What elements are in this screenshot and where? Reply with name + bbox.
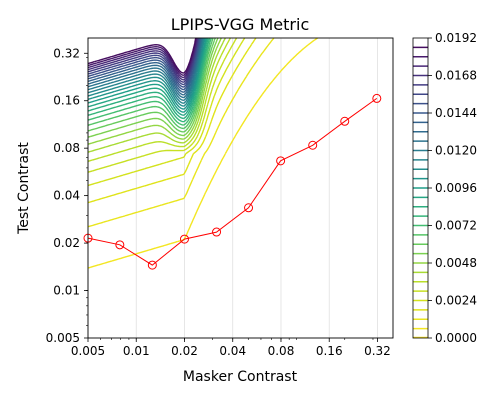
contour-level-17: [88, 37, 205, 107]
colorbar-tick-label: 0.0120: [435, 144, 477, 158]
x-tick-label: 0.08: [268, 344, 295, 358]
contour-level-5: [87, 37, 231, 162]
y-tick-label: 0.08: [53, 141, 80, 155]
x-tick-label: 0.005: [71, 344, 105, 358]
threshold-point: [179, 234, 189, 244]
contour-level-7: [87, 37, 222, 145]
threshold-point: [147, 260, 157, 270]
contour-level-2: [87, 37, 257, 204]
contour-level-8: [87, 37, 219, 138]
colorbar-tick-label: 0.0072: [435, 219, 477, 233]
threshold-line: [87, 97, 378, 266]
axes: 0.005 0.01 0.02 0.04 0.08 0.16 0.32 0.005 0.01 0.…: [46, 37, 394, 358]
y-axis-label: Test Contrast: [16, 142, 32, 235]
threshold-point: [276, 156, 286, 166]
contour-level-15: [87, 37, 207, 113]
colorbar-tick-label: 0.0000: [435, 331, 477, 345]
colorbar-tick-label: 0.0024: [435, 294, 477, 308]
colorbar-tick-label: 0.0096: [435, 181, 477, 195]
contour-level-14: [87, 37, 208, 116]
contour-level-4: [87, 37, 238, 173]
x-tick-label: 0.16: [316, 344, 343, 358]
x-tick-label: 0.04: [219, 344, 246, 358]
contour-level-16: [87, 37, 206, 110]
x-tick-label: 0.32: [364, 344, 391, 358]
y-tick-label: 0.01: [53, 284, 80, 298]
threshold-point: [372, 93, 382, 103]
contour-level-9: [87, 37, 216, 133]
contour-level-0: [87, 37, 319, 269]
threshold-point: [115, 240, 125, 250]
x-tick-label: 0.02: [171, 344, 198, 358]
y-tick-label: 0.16: [53, 94, 80, 108]
x-tick-label: 0.01: [123, 344, 150, 358]
threshold-point: [308, 140, 318, 150]
threshold-point: [340, 116, 350, 126]
contour-level-20: [87, 37, 203, 99]
contour-lines: [87, 37, 319, 269]
contour-level-6: [87, 37, 226, 153]
contour-level-30: [87, 37, 197, 74]
y-tick-label: 0.005: [46, 331, 80, 345]
colorbar: 0.0000 0.0024 0.0048 0.0072 0.0096 0.0120 0.01…: [412, 31, 477, 345]
y-tick-label: 0.02: [53, 236, 80, 250]
y-tick-label: 0.04: [53, 189, 80, 203]
contour-level-12: [87, 37, 211, 123]
contour-level-18: [87, 37, 204, 104]
chart-title: LPIPS-VGG Metric: [171, 15, 310, 34]
threshold-point: [244, 203, 254, 213]
threshold-point: [212, 227, 222, 237]
contour-level-11: [87, 37, 212, 126]
colorbar-tick-label: 0.0144: [435, 106, 477, 120]
contour-level-3: [87, 37, 246, 187]
contour-level-10: [87, 37, 214, 130]
colorbar-tick-label: 0.0048: [435, 256, 477, 270]
colorbar-tick-label: 0.0192: [435, 31, 477, 45]
contour-level-13: [87, 37, 209, 120]
plot-frame: [87, 37, 394, 339]
x-axis-label: Masker Contrast: [183, 369, 298, 385]
threshold-curve: [83, 93, 382, 270]
y-tick-label: 0.32: [53, 46, 80, 60]
colorbar-tick-label: 0.0168: [435, 69, 477, 83]
